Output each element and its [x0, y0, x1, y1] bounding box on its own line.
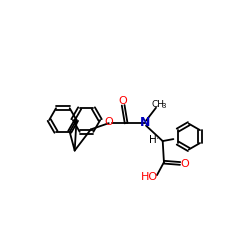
Text: O: O — [118, 96, 127, 106]
Text: O: O — [180, 159, 189, 169]
Text: 3: 3 — [162, 103, 166, 109]
Text: N: N — [140, 116, 150, 129]
Text: HO: HO — [141, 172, 158, 181]
Text: H: H — [150, 134, 157, 144]
Text: CH: CH — [152, 100, 165, 109]
Text: ····: ···· — [149, 136, 158, 144]
Text: O: O — [104, 117, 113, 127]
